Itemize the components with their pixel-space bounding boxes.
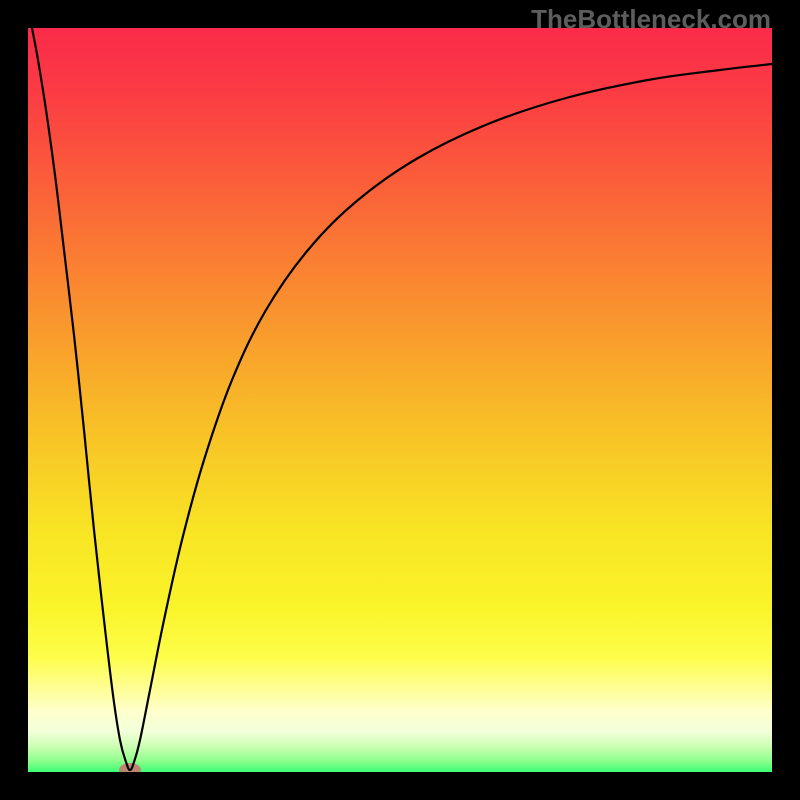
bottleneck-curve <box>32 28 772 770</box>
curve-layer <box>28 28 772 772</box>
chart-container: TheBottleneck.com <box>0 0 800 800</box>
plot-area <box>28 28 772 772</box>
watermark-text: TheBottleneck.com <box>531 4 771 35</box>
